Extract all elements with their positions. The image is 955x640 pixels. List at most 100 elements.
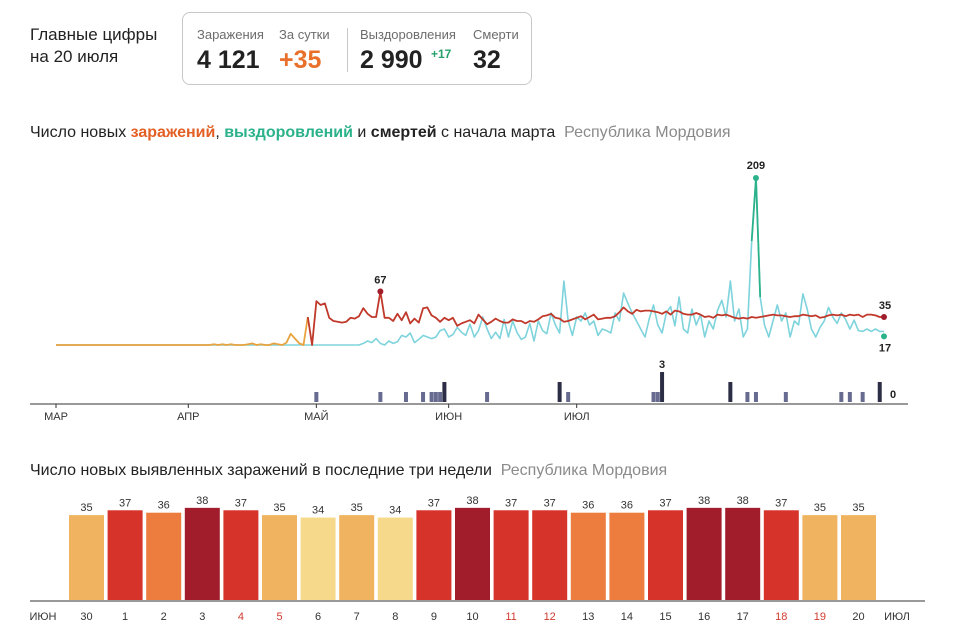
- death-bar: [442, 382, 447, 402]
- line-chart: 67 209 35 17 3 0 МАР АПР МАЙ ИЮН ИЮЛ: [30, 160, 908, 423]
- death-bar: [783, 392, 788, 402]
- bar-chart-title: Число новых выявленных заражений в после…: [30, 462, 667, 480]
- recovered-peak-segment: [750, 177, 762, 298]
- death-bar: [877, 382, 882, 402]
- bar: [377, 517, 413, 600]
- recovered-value: 2 990: [360, 46, 423, 74]
- bar-value-label: 37: [505, 497, 517, 509]
- death-bar: [557, 382, 562, 402]
- bar-category-label: 2: [161, 611, 167, 623]
- bar: [416, 510, 452, 600]
- title-region: Республика Мордовия: [564, 124, 731, 141]
- bar: [69, 515, 104, 600]
- bar-category-label: 9: [431, 611, 437, 623]
- bar-category-label: 6: [315, 611, 321, 623]
- bar-category-label: 10: [466, 611, 478, 623]
- bar-title-region: Республика Мордовия: [500, 462, 668, 479]
- recovered-delta: +17: [431, 47, 452, 61]
- recovered-label: Выздоровления: [360, 27, 456, 42]
- title-deaths: смертей: [370, 124, 437, 141]
- summary-card: Заражения 4 121 За сутки +35 Выздоровлен…: [182, 12, 532, 85]
- summary-divider: [347, 28, 348, 72]
- bar-value-label: 34: [312, 505, 324, 517]
- bar-value-label: 38: [737, 495, 749, 507]
- month-right-label: ИЮЛ: [884, 611, 910, 623]
- bar: [146, 512, 182, 600]
- infections-line: [306, 290, 884, 346]
- death-bar: [860, 392, 865, 402]
- bar: [763, 510, 799, 600]
- bar: [609, 512, 645, 600]
- day-label: За сутки: [279, 27, 330, 42]
- recovered-last-label: 17: [879, 342, 891, 354]
- deaths-value: 32: [473, 46, 501, 74]
- bar: [300, 517, 336, 600]
- bar-category-label: 15: [659, 611, 671, 623]
- x-tick-label: МАР: [44, 411, 68, 423]
- death-bar: [421, 392, 426, 402]
- death-bar: [660, 372, 665, 402]
- infections-value: 4 121: [197, 46, 260, 74]
- bar-value-label: 36: [582, 500, 594, 512]
- bar-category-label: 12: [544, 611, 556, 623]
- death-bar: [753, 392, 758, 402]
- infections-last-label: 35: [879, 300, 891, 312]
- death-bar: [728, 382, 733, 402]
- bar-value-label: 37: [544, 497, 556, 509]
- bar: [532, 510, 568, 600]
- death-bar: [403, 392, 408, 402]
- bar: [725, 507, 761, 600]
- x-tick-label: АПР: [177, 411, 199, 423]
- death-bar: [651, 392, 656, 402]
- x-tick-label: МАЙ: [304, 410, 328, 423]
- bar-category-label: 30: [80, 611, 92, 623]
- deaths-peak-label: 3: [659, 359, 665, 371]
- death-bar: [378, 392, 383, 402]
- deaths-label: Смерти: [473, 27, 519, 42]
- bar-value-label: 38: [698, 495, 710, 507]
- bar: [262, 515, 297, 600]
- bar-category-label: 16: [698, 611, 710, 623]
- recovered-peak-label: 209: [747, 160, 765, 172]
- death-bar: [314, 392, 319, 402]
- bar-category-label: 5: [276, 611, 282, 623]
- bar-value-label: 35: [80, 502, 92, 514]
- title-suffix: с начала марта: [436, 124, 556, 141]
- bar-value-label: 35: [273, 502, 285, 514]
- bar-category-label: 20: [852, 611, 864, 623]
- month-left-label: ИЮН: [30, 611, 57, 623]
- bar-category-label: 14: [621, 611, 633, 623]
- bar: [570, 512, 606, 600]
- bar-category-label: 8: [392, 611, 398, 623]
- bar-category-label: 18: [775, 611, 787, 623]
- bar-value-label: 37: [659, 497, 671, 509]
- bar-value-label: 37: [235, 497, 247, 509]
- infections-line-early: [56, 316, 309, 346]
- headline-line1: Главные цифры: [30, 25, 158, 44]
- bar-value-label: 38: [466, 495, 478, 507]
- title-sep: ,: [215, 124, 225, 141]
- bar-value-label: 37: [775, 497, 787, 509]
- bar-value-label: 35: [351, 502, 363, 514]
- bar-value-label: 36: [158, 500, 170, 512]
- title-and: и: [352, 124, 371, 141]
- title-recovered: выздоровлений: [224, 124, 353, 141]
- bar: [841, 515, 876, 600]
- death-bar: [485, 392, 490, 402]
- bar-title-text: Число новых выявленных заражений в после…: [30, 462, 492, 479]
- bar-value-label: 36: [621, 500, 633, 512]
- death-bar: [429, 392, 434, 402]
- x-tick-label: ИЮЛ: [564, 411, 590, 423]
- bar-category-label: 19: [814, 611, 826, 623]
- title-infections: заражений: [130, 124, 216, 141]
- bar: [455, 507, 490, 600]
- bar-value-label: 34: [389, 505, 401, 517]
- bar-value-label: 37: [428, 497, 440, 509]
- infections-peak-marker: [377, 288, 384, 295]
- bar-category-label: 13: [582, 611, 594, 623]
- bar-chart: 35 30 37 1 36 2 38 3 37 4 35 5 34 6 35 7 34 8 37 9 38 10 37 11 3…: [30, 495, 925, 623]
- x-tick-label: ИЮН: [435, 411, 462, 423]
- bar-value-label: 38: [196, 495, 208, 507]
- bar: [493, 510, 529, 600]
- bar-category-label: 11: [505, 611, 516, 623]
